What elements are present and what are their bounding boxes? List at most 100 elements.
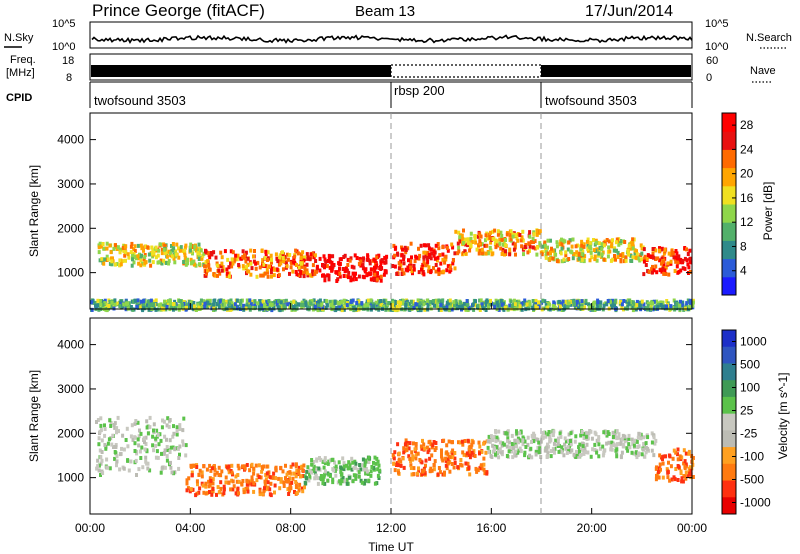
heatmap-cell bbox=[445, 304, 449, 309]
heatmap-cell bbox=[205, 268, 209, 273]
heatmap-cell bbox=[294, 300, 298, 305]
x-tick-label: 20:00 bbox=[577, 521, 607, 535]
heatmap-cell bbox=[270, 257, 273, 262]
heatmap-cell bbox=[631, 255, 635, 260]
heatmap-cell bbox=[100, 450, 104, 454]
heatmap-cell bbox=[345, 268, 349, 273]
heatmap-cell bbox=[442, 269, 446, 274]
heatmap-cell bbox=[366, 302, 370, 307]
heatmap-cell bbox=[666, 470, 670, 475]
heatmap-cell bbox=[429, 300, 433, 304]
heatmap-cell bbox=[288, 486, 292, 491]
heatmap-cell bbox=[294, 480, 298, 484]
heatmap-cell bbox=[525, 302, 529, 307]
heatmap-cell bbox=[204, 484, 208, 489]
heatmap-cell bbox=[667, 251, 671, 256]
heatmap-cell bbox=[169, 460, 172, 465]
heatmap-cell bbox=[270, 274, 273, 279]
heatmap-cell bbox=[304, 476, 308, 480]
heatmap-cell bbox=[182, 260, 186, 264]
heatmap-cell bbox=[535, 232, 539, 237]
heatmap-cell bbox=[427, 448, 431, 453]
heatmap-cell bbox=[510, 304, 514, 308]
heatmap-cell bbox=[282, 480, 286, 485]
heatmap-cell bbox=[392, 304, 396, 309]
heatmap-cell bbox=[604, 431, 608, 436]
heatmap-cell bbox=[119, 262, 123, 267]
heatmap-cell bbox=[234, 474, 238, 479]
heatmap-cell bbox=[573, 305, 577, 310]
heatmap-cell bbox=[118, 250, 122, 255]
heatmap-cell bbox=[308, 475, 312, 480]
heatmap-cell bbox=[97, 468, 101, 473]
heatmap-cell bbox=[299, 474, 303, 479]
heatmap-cell bbox=[354, 277, 358, 282]
heatmap-cell bbox=[124, 438, 128, 442]
heatmap-cell bbox=[574, 302, 578, 307]
heatmap-cell bbox=[96, 298, 100, 303]
heatmap-cell bbox=[323, 257, 327, 262]
heatmap-cell bbox=[113, 450, 117, 454]
freq-left-tick-bottom: 8 bbox=[66, 72, 72, 84]
heatmap-cell bbox=[250, 266, 254, 271]
heatmap-cell bbox=[661, 266, 665, 271]
power-frame bbox=[89, 112, 693, 310]
heatmap-cell bbox=[468, 248, 472, 253]
heatmap-cell bbox=[659, 300, 663, 305]
heatmap-cell bbox=[208, 490, 211, 494]
heatmap-cell bbox=[172, 424, 175, 429]
heatmap-cell bbox=[441, 252, 445, 257]
heatmap-cell bbox=[97, 307, 101, 312]
heatmap-cell bbox=[213, 298, 217, 303]
heatmap-cell bbox=[634, 305, 638, 310]
cpid-panel: CPID twofsound 3503 rbsp 200 twofsound 3… bbox=[6, 81, 693, 108]
heatmap-cell bbox=[640, 251, 644, 256]
heatmap-cell bbox=[413, 259, 417, 264]
y-tick-label: 3000 bbox=[57, 177, 84, 191]
heatmap-cell bbox=[217, 304, 221, 309]
heatmap-cell bbox=[183, 253, 187, 258]
heatmap-cell bbox=[414, 456, 418, 461]
heatmap-cell bbox=[177, 255, 181, 260]
heatmap-cell bbox=[339, 465, 343, 470]
heatmap-cell bbox=[102, 246, 106, 251]
heatmap-cell bbox=[651, 301, 655, 306]
heatmap-cell bbox=[305, 271, 309, 276]
heatmap-cell bbox=[159, 302, 163, 307]
heatmap-cell bbox=[480, 301, 484, 306]
heatmap-cell bbox=[658, 462, 662, 467]
heatmap-cell bbox=[269, 270, 273, 275]
heatmap-cell bbox=[147, 252, 151, 257]
heatmap-cell bbox=[377, 476, 381, 480]
heatmap-cell bbox=[615, 429, 619, 434]
heatmap-cell bbox=[270, 303, 274, 307]
heatmap-cell bbox=[263, 256, 267, 261]
heatmap-cell bbox=[489, 248, 493, 253]
heatmap-cell bbox=[356, 467, 360, 472]
heatmap-cell bbox=[172, 471, 176, 476]
heatmap-cell bbox=[478, 444, 482, 449]
heatmap-cell bbox=[168, 418, 172, 422]
heatmap-cell bbox=[162, 247, 166, 252]
heatmap-cell bbox=[432, 266, 435, 271]
heatmap-cell bbox=[391, 300, 395, 305]
heatmap-cell bbox=[192, 301, 196, 305]
heatmap-cell bbox=[575, 250, 579, 255]
heatmap-cell bbox=[529, 240, 533, 245]
heatmap-cell bbox=[306, 255, 310, 260]
heatmap-cell bbox=[263, 271, 267, 276]
heatmap-cell bbox=[321, 477, 325, 482]
heatmap-cell bbox=[108, 243, 112, 248]
heatmap-cell bbox=[417, 246, 420, 251]
heatmap-cell bbox=[508, 440, 512, 445]
heatmap-cell bbox=[190, 470, 194, 475]
heatmap-cell bbox=[684, 303, 688, 308]
heatmap-cell bbox=[360, 301, 364, 306]
heatmap-cell bbox=[501, 441, 505, 446]
heatmap-cell bbox=[461, 450, 465, 455]
heatmap-cell bbox=[175, 446, 179, 451]
heatmap-cell bbox=[457, 304, 461, 309]
colorbar-tick-label: 20 bbox=[740, 167, 754, 181]
heatmap-cell bbox=[96, 418, 100, 422]
heatmap-cell bbox=[348, 258, 352, 263]
